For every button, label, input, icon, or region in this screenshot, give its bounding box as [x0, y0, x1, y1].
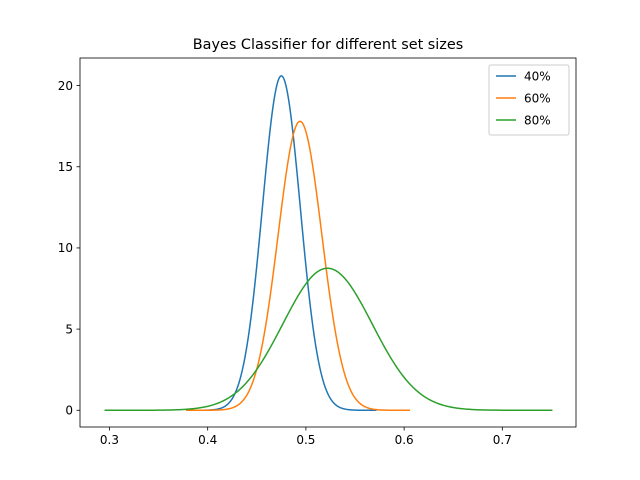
y-tick-label: 20: [58, 79, 73, 93]
plot-lines: [104, 75, 553, 412]
x-tick-label: 0.3: [100, 433, 119, 447]
y-axis: 0 5 10 15 20: [58, 79, 80, 418]
series-line-2: [104, 267, 553, 412]
chart-title: Bayes Classifier for different set sizes: [193, 37, 463, 53]
legend-box: [488, 64, 570, 136]
legend-label-0: 40%: [524, 69, 551, 83]
x-tick-label: 0.5: [296, 433, 315, 447]
x-tick-label: 0.7: [493, 433, 512, 447]
y-tick-label: 15: [58, 160, 73, 174]
plot-frame: [79, 57, 577, 428]
legend-label-2: 80%: [524, 113, 551, 127]
series-line-1: [186, 120, 411, 412]
series-line-0: [185, 75, 377, 412]
legend: 40% 60% 80%: [488, 64, 570, 136]
y-tick-label: 5: [65, 322, 73, 336]
y-tick-label: 0: [65, 404, 73, 418]
x-axis: 0.3 0.4 0.5 0.6 0.7: [100, 427, 512, 447]
x-tick-label: 0.4: [198, 433, 217, 447]
x-tick-label: 0.6: [395, 433, 414, 447]
legend-label-1: 60%: [524, 91, 551, 105]
y-tick-label: 10: [58, 241, 73, 255]
